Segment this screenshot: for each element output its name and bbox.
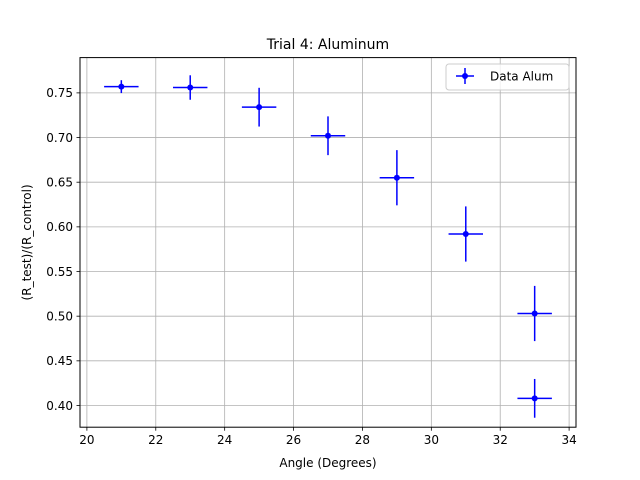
series-data-alum — [104, 75, 552, 418]
data-point — [256, 104, 263, 111]
data-point-group — [310, 116, 346, 156]
legend-marker-point — [462, 73, 468, 79]
legend: Data Alum — [445, 63, 570, 91]
x-tick-label: 26 — [286, 433, 301, 447]
x-tick-label: 28 — [355, 433, 370, 447]
y-tick-label: 0.55 — [46, 265, 73, 279]
x-axis-label: Angle (Degrees) — [279, 456, 376, 470]
y-tick-label: 0.65 — [46, 175, 73, 189]
y-tick-label: 0.70 — [46, 131, 73, 145]
y-tick-label: 0.45 — [46, 354, 73, 368]
y-tick-label: 0.75 — [46, 86, 73, 100]
plot-frame — [79, 57, 577, 428]
x-tick-label: 22 — [148, 433, 163, 447]
data-point — [531, 395, 538, 402]
y-axis-ticks: 0.40 0.45 0.50 0.55 0.60 0.65 0.70 0.75 — [46, 86, 80, 413]
y-tick-label: 0.40 — [46, 399, 73, 413]
data-point-group — [379, 150, 415, 206]
data-point — [531, 310, 538, 317]
data-point — [118, 83, 125, 90]
x-tick-label: 20 — [79, 433, 94, 447]
legend-box — [445, 63, 570, 91]
x-tick-label: 30 — [424, 433, 439, 447]
y-tick-label: 0.50 — [46, 309, 73, 323]
plot-area: 20 22 24 26 28 30 32 34 0.40 0.45 0.50 0.55 0.60 0.6… — [46, 57, 577, 447]
y-axis-label: (R_test)/(R_control) — [20, 184, 34, 300]
data-point — [187, 84, 194, 91]
data-point-group — [173, 75, 208, 100]
y-tick-label: 0.60 — [46, 220, 73, 234]
data-point — [393, 174, 400, 181]
x-tick-label: 32 — [493, 433, 508, 447]
chart-title: Trial 4: Aluminum — [266, 37, 389, 53]
data-point-group — [448, 206, 483, 262]
data-point-group — [517, 285, 552, 342]
data-point-group — [104, 80, 139, 94]
legend-label: Data Alum — [490, 70, 553, 84]
data-point-group — [241, 87, 277, 127]
data-point — [462, 231, 469, 238]
data-point-group — [517, 378, 552, 418]
x-axis-ticks: 20 22 24 26 28 30 32 34 — [79, 427, 577, 447]
x-tick-label: 24 — [217, 433, 232, 447]
x-tick-label: 34 — [561, 433, 576, 447]
data-point — [325, 132, 331, 139]
plot-background — [80, 57, 576, 428]
